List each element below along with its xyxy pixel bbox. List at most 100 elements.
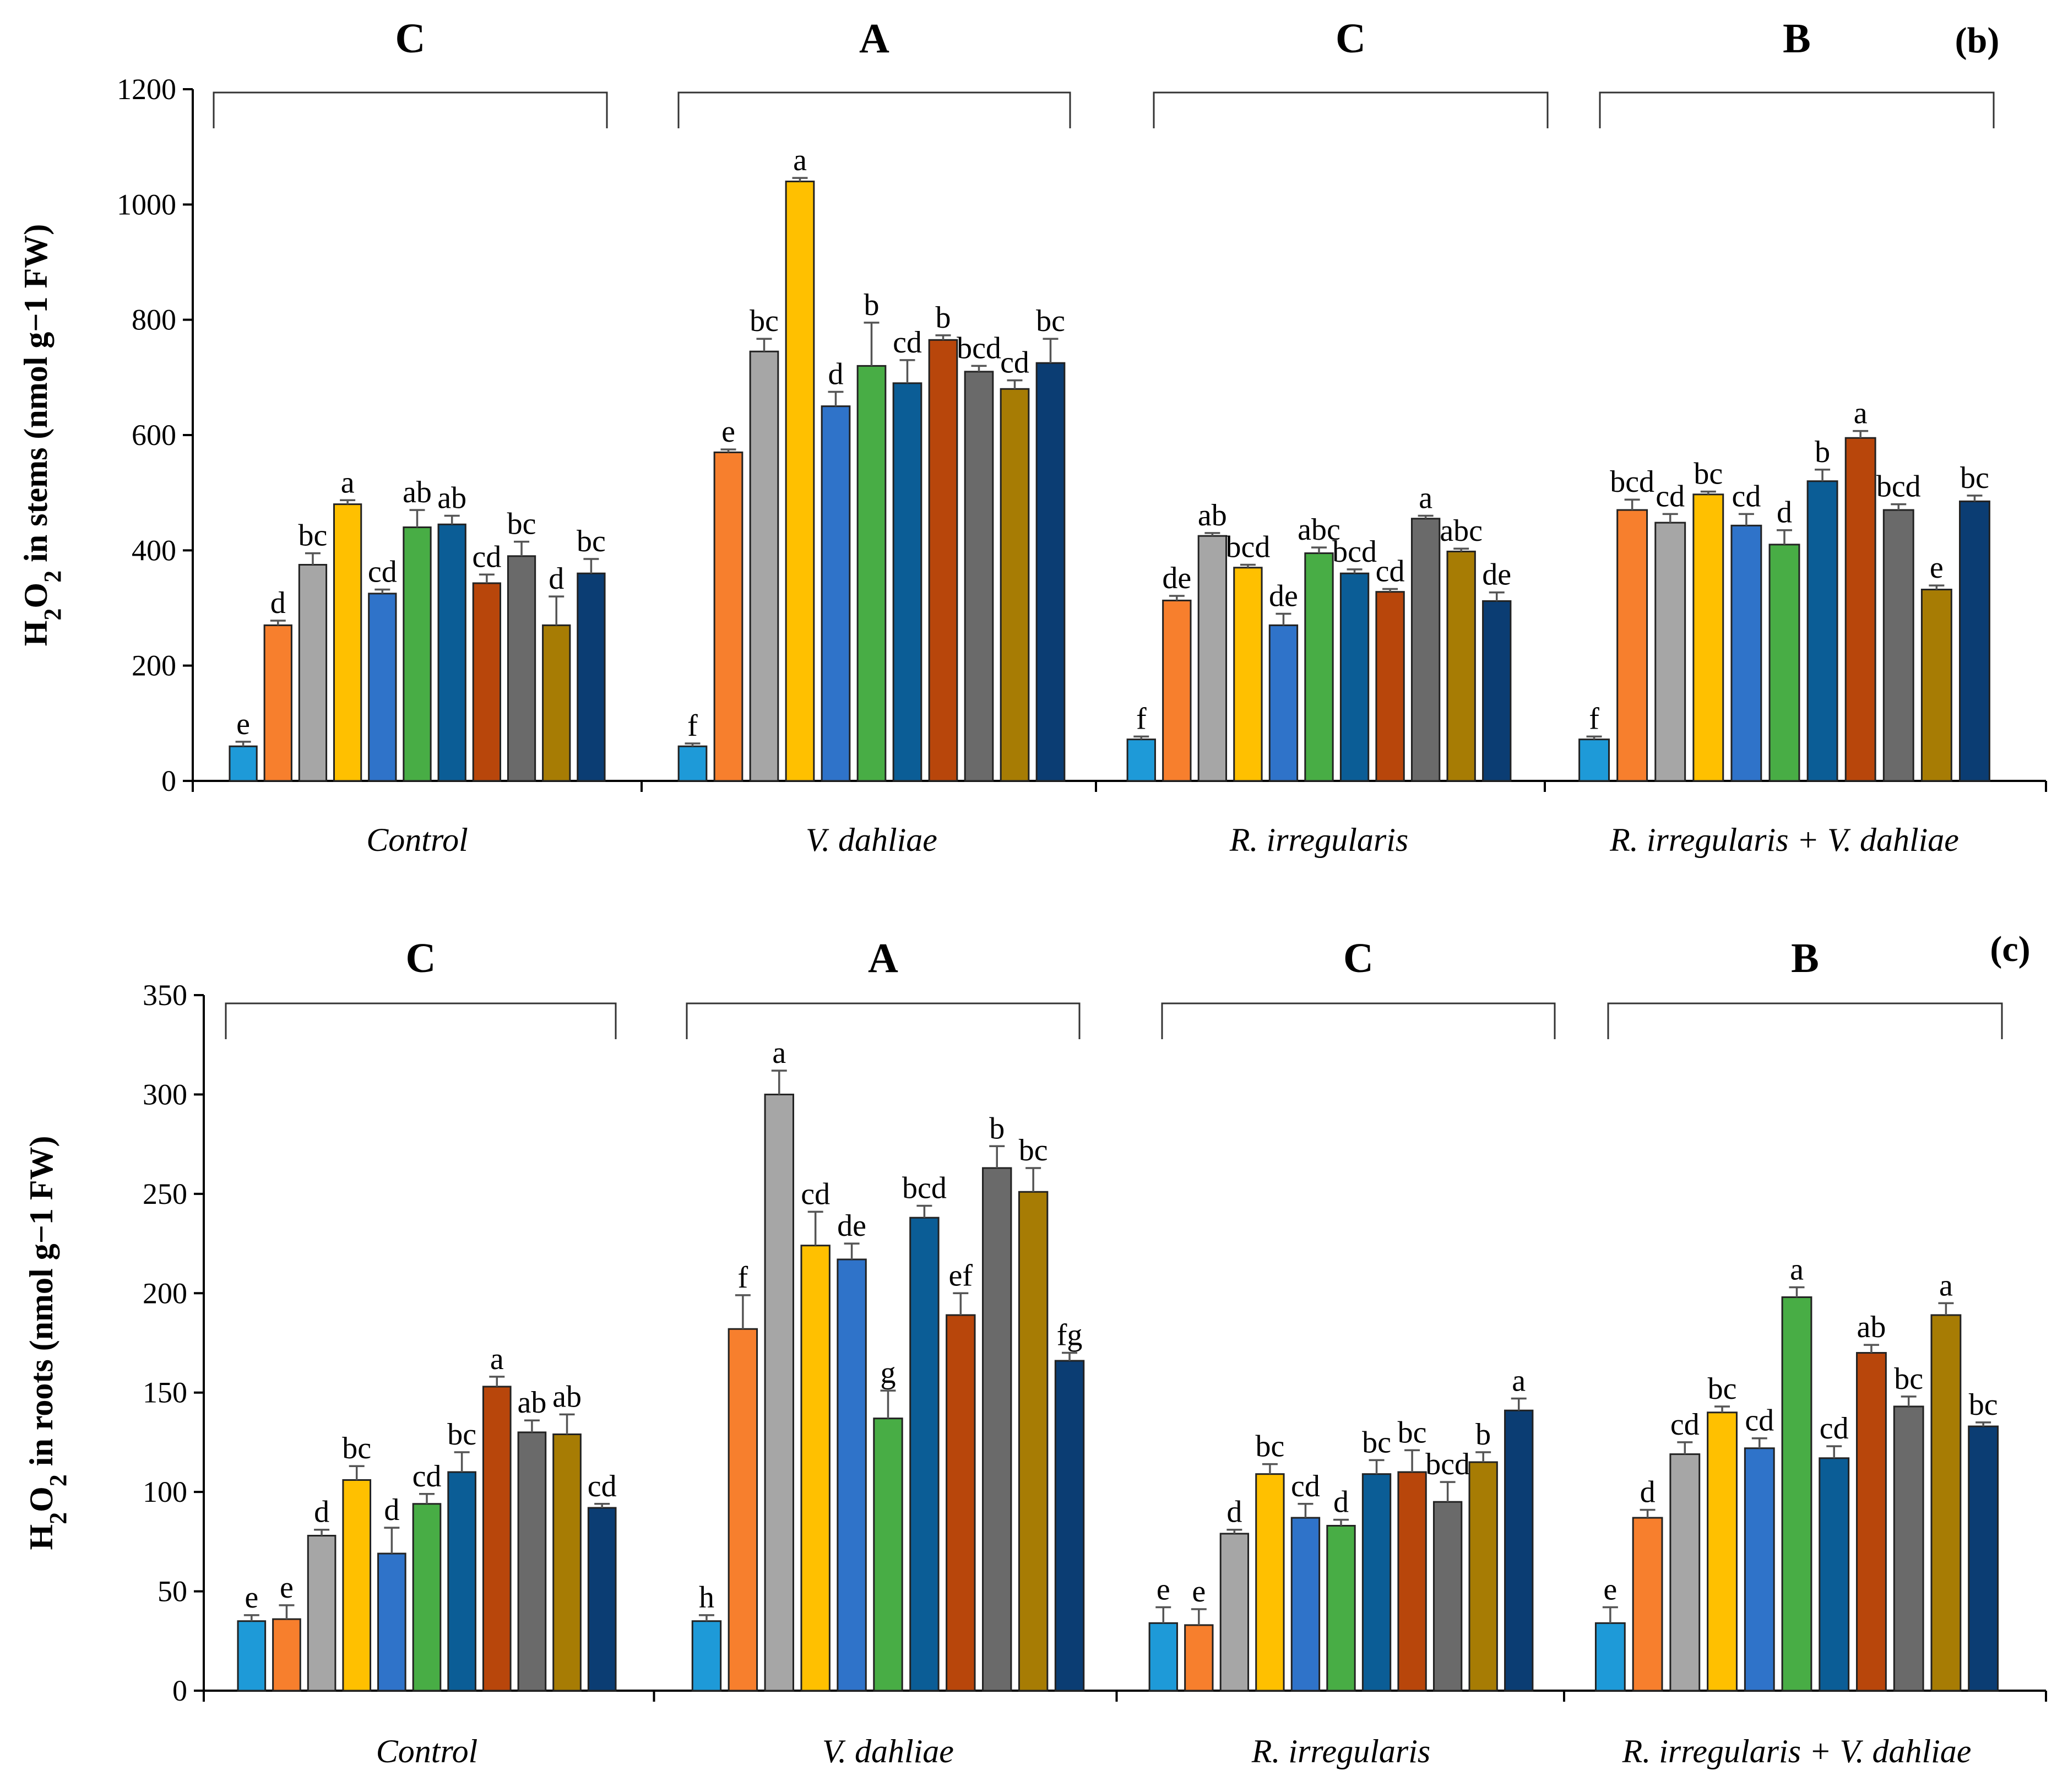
- y-tick-label: 600: [132, 419, 176, 452]
- bar: [472, 582, 502, 782]
- significance-letter: b: [936, 301, 951, 335]
- significance-letter: bc: [507, 507, 536, 541]
- y-tick-label: 0: [172, 1674, 187, 1707]
- bar: [909, 1217, 940, 1692]
- chart-panel-b: 0 200 400 600 800 1000 1200 H2O2 in stems (nmol…: [18, 15, 2047, 858]
- bar: [928, 339, 958, 782]
- significance-letter: bc: [1960, 461, 1989, 495]
- bar: [800, 1245, 831, 1692]
- significance-letter: bc: [1894, 1362, 1923, 1396]
- significance-letter: ab: [552, 1380, 582, 1414]
- bar: [368, 593, 397, 782]
- significance-letter: a: [341, 465, 355, 499]
- bar: [482, 1386, 512, 1692]
- significance-letter: abc: [1298, 513, 1340, 547]
- bar: [856, 365, 887, 782]
- significance-letter: bc: [577, 524, 606, 558]
- bar: [542, 624, 571, 782]
- significance-letter: de: [1269, 579, 1298, 613]
- significance-letter: bcd: [957, 331, 1001, 365]
- significance-letter: d: [270, 586, 286, 620]
- bar: [1162, 599, 1192, 782]
- bar: [1692, 493, 1724, 782]
- significance-letter: cd: [1291, 1469, 1320, 1503]
- significance-letter: b: [1475, 1418, 1491, 1452]
- y-tick-label: 1000: [117, 188, 176, 221]
- bar: [1669, 1453, 1701, 1692]
- significance-letter: cd: [1732, 479, 1761, 513]
- significance-letter: bc: [1362, 1425, 1391, 1459]
- x-category-label: Control: [366, 822, 468, 858]
- bar: [333, 503, 362, 782]
- significance-letter: e: [245, 1581, 258, 1615]
- y-tick-label: 200: [132, 649, 176, 682]
- significance-letter: ab: [1857, 1310, 1886, 1344]
- significance-letter: bc: [298, 519, 328, 553]
- bar: [964, 371, 994, 782]
- y-tick-label: 150: [143, 1376, 187, 1409]
- bar: [1856, 1352, 1887, 1692]
- significance-letter: bc: [1398, 1415, 1427, 1449]
- bar: [1882, 509, 1914, 782]
- bar: [272, 1618, 301, 1692]
- significance-letter: abc: [1440, 514, 1483, 548]
- y-tick-label: 1200: [117, 73, 176, 106]
- bar: [1482, 600, 1512, 782]
- group-significance-letter: A: [859, 15, 889, 62]
- bar: [229, 745, 258, 782]
- significance-letter: ab: [1198, 498, 1227, 533]
- bar: [1018, 1191, 1049, 1692]
- bar: [1148, 1622, 1178, 1692]
- significance-letter: bcd: [902, 1171, 947, 1205]
- bar: [1184, 1624, 1214, 1692]
- significance-letter: e: [236, 707, 250, 741]
- bar: [1930, 1314, 1962, 1692]
- bar: [552, 1433, 582, 1692]
- bar: [1707, 1411, 1738, 1692]
- bar: [1781, 1296, 1812, 1692]
- y-axis-title: H2O2 in roots (nmol g−1 FW): [23, 1136, 72, 1550]
- bar: [1893, 1405, 1924, 1692]
- y-tick-label: 300: [143, 1078, 187, 1111]
- group-significance-letter: B: [1783, 15, 1811, 62]
- bar: [1968, 1425, 1999, 1692]
- significance-letter: ab: [437, 481, 466, 515]
- significance-letter: a: [1939, 1268, 1953, 1302]
- bar: [946, 1314, 976, 1692]
- group-bracket: [677, 91, 1071, 128]
- significance-letter: h: [699, 1581, 714, 1615]
- bar: [1654, 522, 1686, 782]
- group-bracket: [1161, 1002, 1556, 1039]
- significance-letter: a: [1854, 397, 1868, 431]
- bar: [342, 1479, 372, 1692]
- bar: [237, 1620, 267, 1692]
- significance-letter: de: [1162, 561, 1191, 595]
- bar: [749, 350, 779, 782]
- y-tick-label: 200: [143, 1277, 187, 1310]
- group-significance-letter: C: [1336, 15, 1366, 62]
- bar: [1432, 1501, 1463, 1692]
- y-tick-label: 400: [132, 534, 176, 567]
- bar: [1806, 480, 1838, 782]
- significance-letter: d: [828, 357, 844, 392]
- panel-tag: (c): [1990, 929, 2030, 969]
- x-category-label: R. irregularis: [1251, 1733, 1430, 1769]
- group-bracket: [1153, 91, 1549, 128]
- significance-letter: a: [1419, 481, 1432, 515]
- significance-letter: bcd: [1876, 470, 1921, 504]
- bar: [1744, 1447, 1775, 1692]
- bar: [437, 523, 466, 782]
- bar: [677, 745, 708, 782]
- bar: [1219, 1533, 1250, 1692]
- group-significance-letter: C: [395, 15, 426, 62]
- y-tick-label: 100: [143, 1475, 187, 1508]
- bar: [785, 180, 815, 782]
- significance-letter: bcd: [1425, 1447, 1470, 1481]
- bar: [1632, 1517, 1663, 1692]
- significance-letter: e: [1603, 1572, 1617, 1606]
- bar: [298, 564, 328, 782]
- bar: [1616, 509, 1648, 782]
- significance-letter: bc: [1694, 457, 1723, 491]
- bar: [263, 624, 292, 782]
- group-significance-letter: A: [868, 935, 898, 981]
